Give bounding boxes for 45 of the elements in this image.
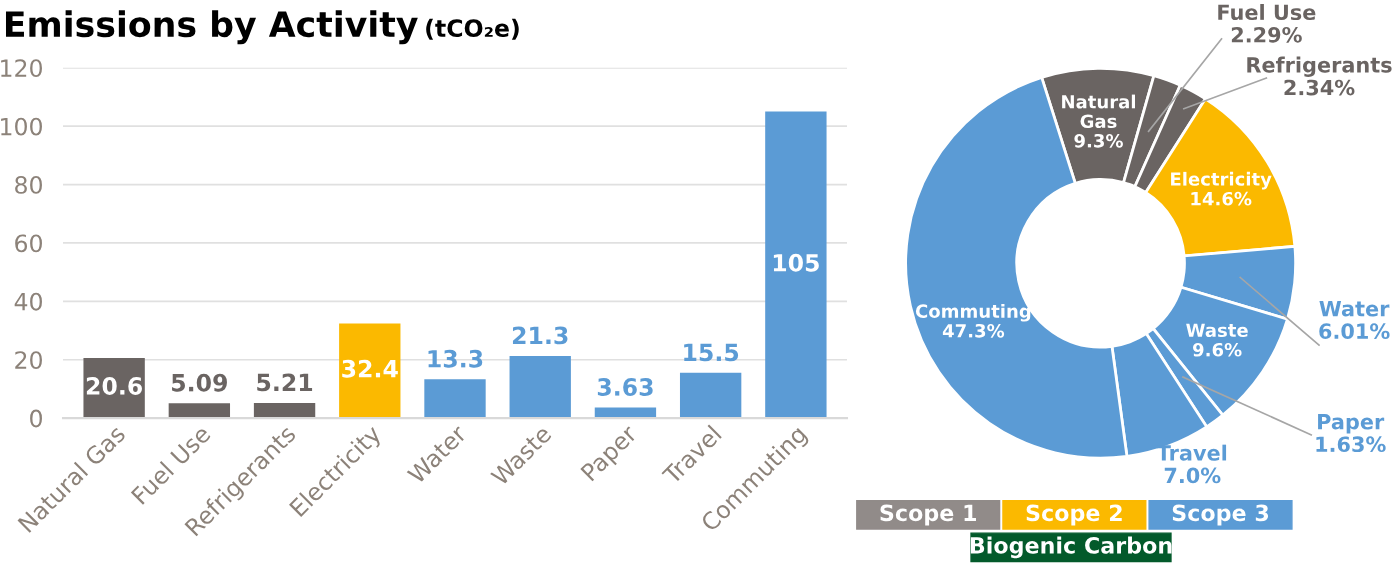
data-label: 105 (773, 253, 819, 272)
slice-label: Electricity (1171, 171, 1272, 190)
y-tick-label: 100 (1, 117, 42, 136)
data-label: 2.29% (1231, 26, 1302, 43)
data-label: 14.6% (1191, 191, 1252, 206)
slice-label: Fuel Use (1218, 4, 1316, 21)
chart-title: Emissions by Activity (5, 10, 418, 45)
data-label: 9.6% (1193, 342, 1242, 357)
data-label: 1.63% (1316, 436, 1386, 453)
data-label: 32.4 (342, 359, 398, 378)
category-label: Scope 3 (1172, 504, 1269, 526)
y-tick-label: 60 (15, 234, 42, 253)
slice-label: Natural Gas (1062, 94, 1136, 129)
bar (509, 355, 571, 419)
category-label: Scope 1 (880, 504, 976, 526)
slice-label: Refrigerants (1247, 56, 1392, 77)
bar (679, 372, 742, 419)
data-label: 2.34% (1284, 79, 1355, 96)
data-label: 6.01% (1319, 323, 1390, 340)
bar (168, 403, 231, 419)
data-label: 20.6 (86, 377, 142, 395)
slice-label: Water (1319, 301, 1390, 317)
y-tick-label: 40 (14, 292, 42, 311)
data-label: 3.63 (597, 378, 653, 396)
y-tick-label: 0 (30, 409, 42, 428)
y-tick-label: 80 (15, 176, 42, 194)
y-tick-label: 120 (1, 59, 42, 78)
slice-label: Waste (1186, 323, 1248, 338)
bar (765, 111, 827, 419)
data-label: 5.09 (172, 373, 227, 392)
data-label: 47.3% (942, 323, 1005, 338)
category-label: Scope 2 (1026, 504, 1122, 526)
bar (253, 402, 316, 419)
y-tick-label: 20 (15, 351, 42, 370)
data-label: 13.3 (428, 349, 483, 368)
chart-subtitle: (tCO₂e) (426, 18, 519, 40)
bar (424, 379, 486, 419)
data-label: 21.3 (512, 326, 568, 345)
data-label: 15.5 (684, 343, 739, 362)
data-label: 5.21 (257, 373, 313, 392)
slice-label: Commuting (915, 303, 1031, 322)
bar (339, 323, 401, 419)
data-label: 7.0% (1164, 467, 1221, 484)
data-label: 9.3% (1074, 133, 1123, 148)
category-label: Biogenic Carbon (970, 536, 1172, 559)
